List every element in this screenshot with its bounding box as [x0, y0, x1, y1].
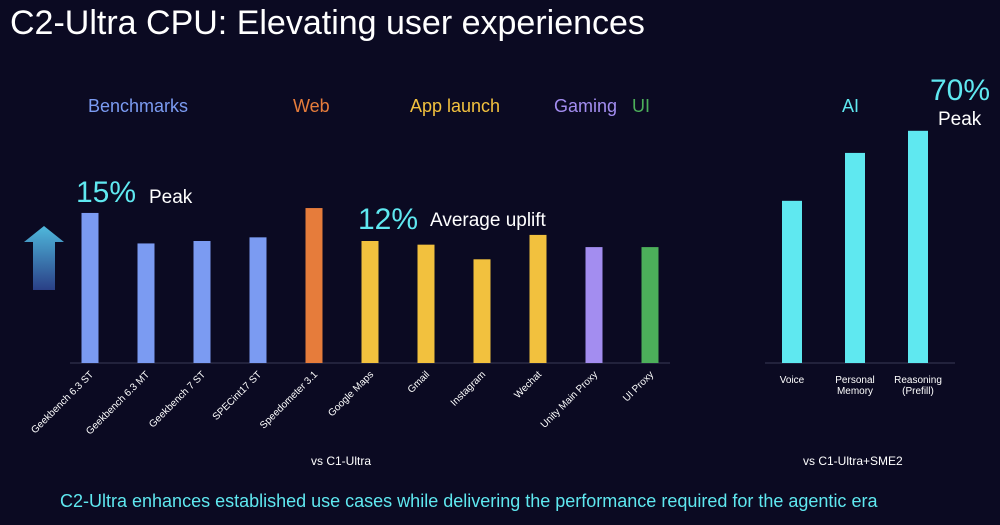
category-app-launch: App launch: [410, 96, 501, 116]
x-tick-label-specint17-st: SPECint17 ST: [211, 369, 264, 422]
x-tick-label-gmail: Gmail: [406, 369, 432, 395]
category-web: Web: [293, 96, 330, 116]
left-peak-label: Peak: [149, 187, 193, 208]
left-caption: vs C1-Ultra: [311, 454, 372, 468]
category-ai: AI: [842, 96, 860, 116]
category-gaming: Gaming: [554, 96, 618, 116]
bar-ui-proxy: [641, 247, 659, 363]
bar-reasoning-prefill: [908, 130, 928, 363]
left-peak-percent: 15%: [76, 176, 137, 209]
bar-google-maps: [361, 241, 379, 363]
x-tick-label-geekbench-7-st: Geekbench 7 ST: [147, 369, 208, 430]
bar-speedometer-3-1: [305, 208, 323, 363]
x-tick-label-reasoning-prefill: Reasoning (Prefill): [894, 375, 942, 397]
x-tick-label-unity-main-proxy: Unity Main Proxy: [539, 369, 600, 430]
average-uplift-label: Average uplift: [430, 210, 546, 231]
right-peak-percent: 70%: [930, 74, 991, 107]
uplift-arrow-icon: [24, 226, 64, 290]
x-tick-label-wechat: Wechat: [512, 369, 544, 401]
x-tick-label-voice: Voice: [780, 375, 805, 386]
category-ui: UI: [632, 96, 650, 116]
right-bar-group: Voice Personal Memory Reasoning (Prefill): [780, 130, 942, 397]
bar-voice: [782, 200, 802, 363]
x-tick-label-google-maps: Google Maps: [326, 369, 376, 419]
right-peak-label: Peak: [938, 109, 982, 130]
x-tick-label-geekbench-6-3-mt: Geekbench 6.3 MT: [84, 369, 152, 437]
right-caption: vs C1-Ultra+SME2: [803, 454, 903, 468]
average-uplift-percent: 12%: [358, 203, 419, 236]
x-tick-label-speedometer-3-1: Speedometer 3.1: [258, 369, 320, 431]
slide-title: C2-Ultra CPU: Elevating user experiences: [10, 4, 645, 42]
x-tick-label-geekbench-6-3-st: Geekbench 6.3 ST: [29, 369, 96, 436]
bar-gmail: [417, 244, 435, 363]
bar-specint17-st: [249, 237, 267, 363]
footer-text: C2-Ultra enhances established use cases …: [60, 491, 878, 511]
bar-personal-memory: [845, 152, 865, 363]
bar-geekbench-6-3-mt: [137, 243, 155, 363]
x-tick-label-instagram: Instagram: [449, 369, 488, 408]
bar-geekbench-6-3-st: [81, 212, 99, 363]
category-benchmarks: Benchmarks: [88, 96, 189, 116]
bar-instagram: [473, 259, 491, 363]
bar-unity-main-proxy: [585, 247, 603, 363]
bar-wechat: [529, 234, 547, 363]
x-tick-label-ui-proxy: UI Proxy: [621, 369, 656, 404]
bar-geekbench-7-st: [193, 241, 211, 363]
x-tick-label-personal-memory: Personal Memory: [835, 375, 874, 397]
